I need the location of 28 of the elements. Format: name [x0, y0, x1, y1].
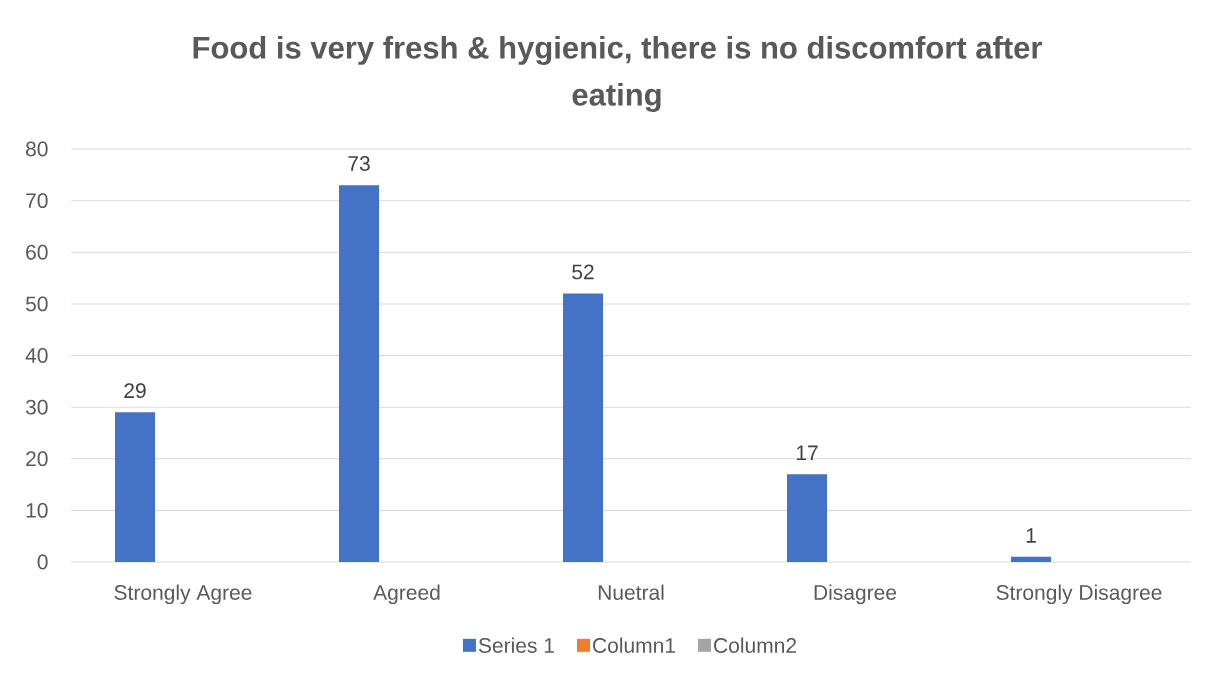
bar: [115, 412, 155, 562]
data-label: 52: [572, 264, 594, 280]
bar: [563, 293, 603, 562]
x-tick-label: Disagree: [814, 584, 897, 605]
y-tick-label: 80: [26, 141, 48, 157]
bar: [339, 185, 379, 562]
legend-label: Series 1: [478, 637, 554, 653]
y-tick-label: 70: [26, 193, 48, 209]
x-tick-label: Strongly Disagree: [996, 584, 1162, 605]
y-tick-label: 10: [26, 502, 48, 518]
data-label: 29: [124, 383, 146, 399]
y-tick-label: 20: [26, 451, 48, 467]
y-tick-label: 0: [37, 554, 48, 570]
y-tick-label: 60: [26, 244, 48, 260]
data-label: 17: [796, 445, 818, 461]
y-tick-label: 40: [25, 348, 48, 363]
x-tick-label: Nuetral: [598, 584, 664, 600]
y-tick-label: 50: [25, 296, 48, 312]
y-tick-label: 30: [25, 399, 48, 415]
chart-title: Food is very fresh & hygienic, there is no discomfort after eating: [193, 35, 1042, 113]
legend-label: Column2: [714, 637, 796, 653]
x-tick-label: Strongly Agree: [114, 584, 252, 605]
data-label: 1: [1026, 528, 1036, 543]
x-tick-label: Agreed: [373, 584, 440, 605]
legend-label: Column1: [593, 637, 675, 653]
bar: [787, 474, 828, 562]
bar: [1011, 556, 1052, 562]
data-label: 73: [348, 156, 370, 171]
